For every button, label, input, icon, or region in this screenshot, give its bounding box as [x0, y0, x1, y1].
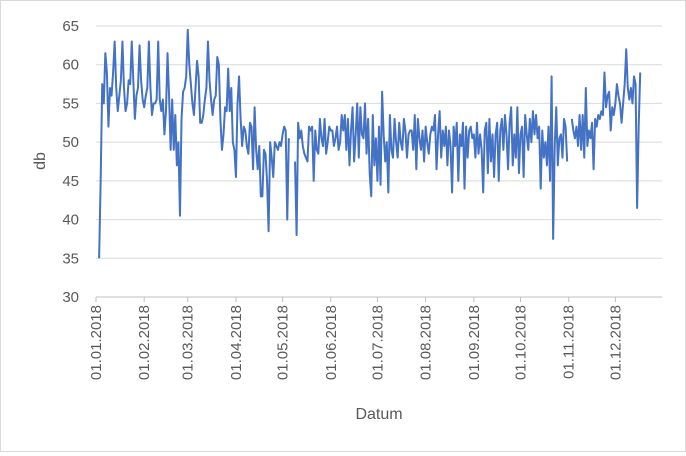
x-axis-title: Datum — [355, 406, 402, 423]
x-tick-label: 01.10.2018 — [513, 305, 530, 380]
x-tick-label: 01.03.2018 — [180, 305, 197, 380]
y-axis-tick-labels: 30 35 40 45 50 55 60 65 — [62, 18, 79, 306]
y-tick-label: 45 — [62, 173, 79, 190]
x-tick-label: 01.05.2018 — [275, 305, 292, 380]
x-axis — [95, 296, 662, 302]
x-tick-label: 01.08.2018 — [418, 305, 435, 380]
x-tick-label: 01.09.2018 — [466, 305, 483, 380]
y-axis-title: db — [32, 152, 49, 170]
series-line — [98, 28, 642, 259]
y-tick-label: 35 — [62, 250, 79, 267]
y-tick-label: 30 — [62, 289, 79, 306]
y-tick-label: 65 — [62, 18, 79, 35]
x-tick-label: 01.04.2018 — [228, 305, 245, 380]
series-layer — [98, 28, 642, 259]
y-tick-label: 40 — [62, 212, 79, 229]
y-tick-label: 50 — [62, 134, 79, 151]
x-tick-label: 01.02.2018 — [136, 305, 153, 380]
x-tick-label: 01.12.2018 — [607, 305, 624, 380]
x-axis-tick-labels: 01.01.2018 01.02.2018 01.03.2018 01.04.2018… — [88, 305, 624, 380]
x-tick-label: 01.01.2018 — [88, 305, 105, 380]
y-tick-label: 55 — [62, 95, 79, 112]
x-tick-label: 01.06.2018 — [323, 305, 340, 380]
y-tick-label: 60 — [62, 57, 79, 74]
x-tick-label: 01.11.2018 — [561, 305, 578, 379]
x-tick-label: 01.07.2018 — [369, 305, 386, 380]
gridlines — [96, 25, 662, 259]
